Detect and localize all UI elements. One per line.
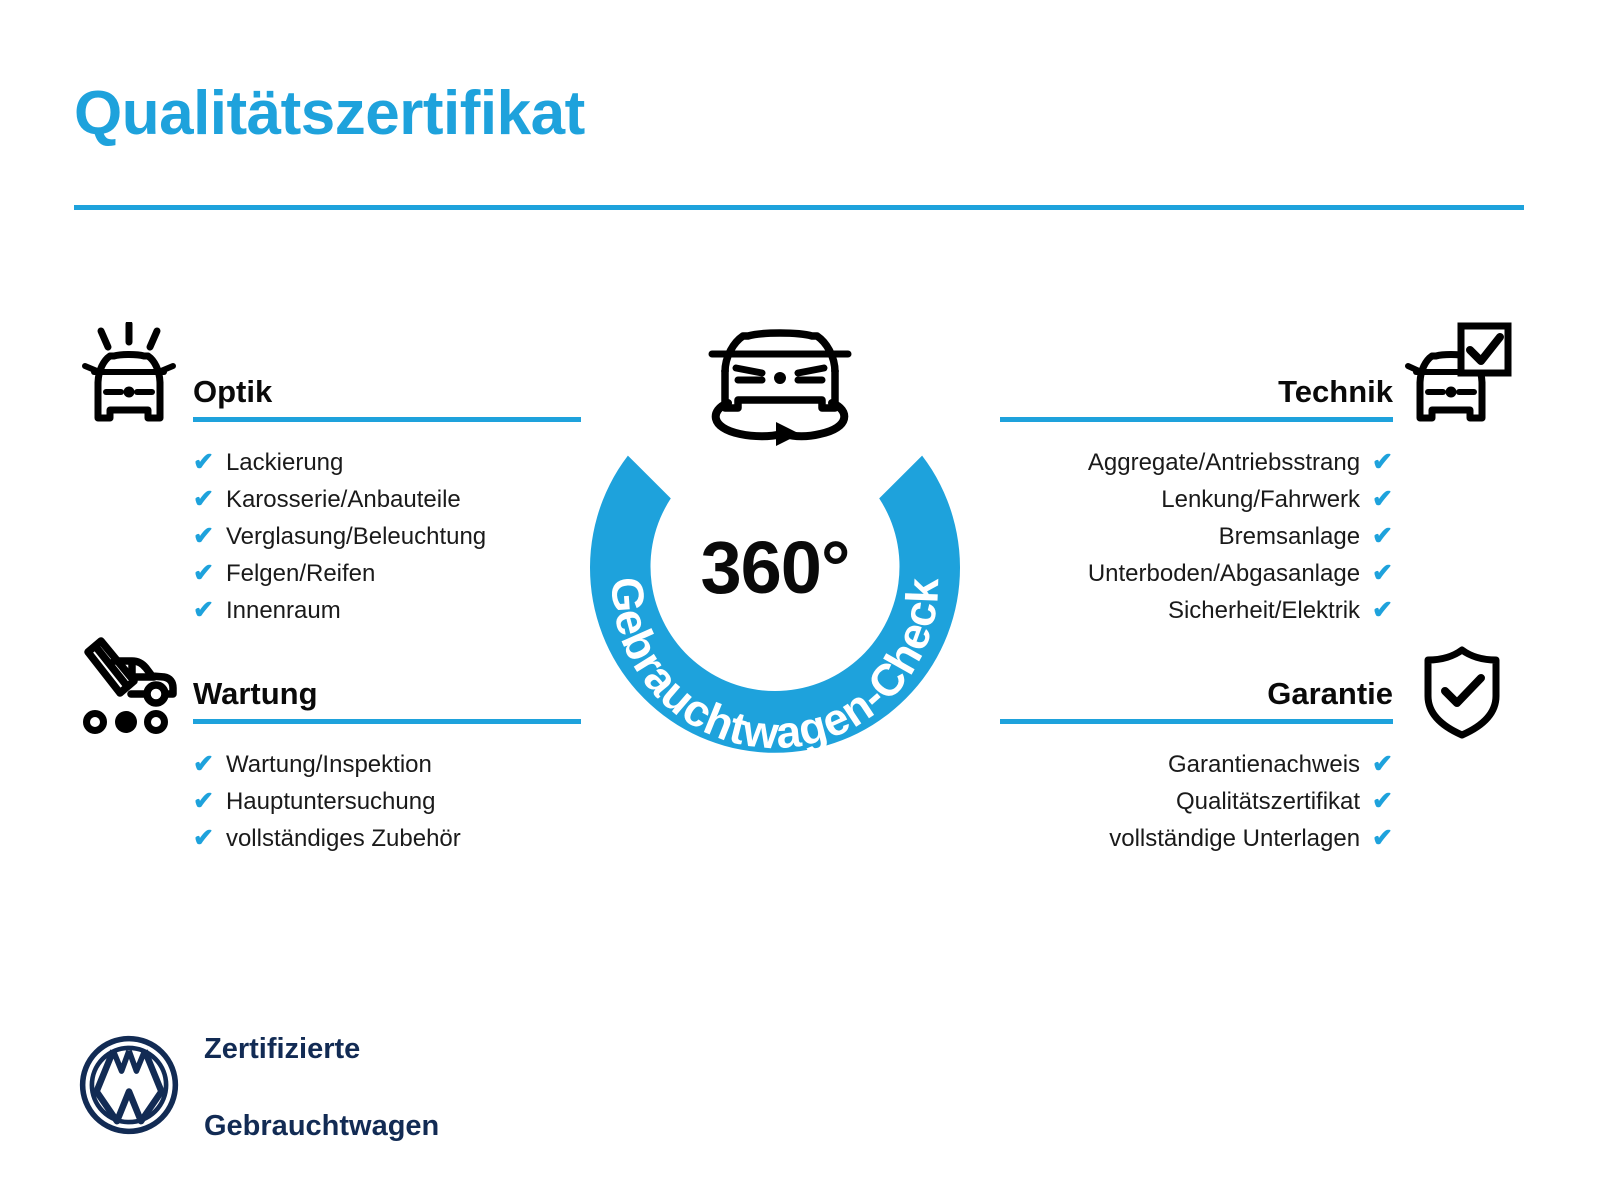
pencil-car-service-icon <box>74 636 184 736</box>
section-technik-title: Technik <box>1278 374 1393 409</box>
title-divider <box>74 205 1524 210</box>
section-optik: Optik ✔ Lackierung ✔ Karosserie/Anbautei… <box>193 360 581 629</box>
list-item-label: vollständiges Zubehör <box>225 825 461 852</box>
list-item-label: Felgen/Reifen <box>225 560 376 587</box>
section-wartung-underline <box>193 719 581 724</box>
section-garantie-underline <box>1000 719 1393 724</box>
list-item: ✔ Lackierung <box>193 444 581 481</box>
section-garantie-list: Garantienachweis ✔ Qualitätszertifikat ✔… <box>1000 746 1393 857</box>
section-technik-header: Technik <box>1000 360 1393 422</box>
check-icon: ✔ <box>1372 559 1393 587</box>
list-item: Aggregate/Antriebsstrang ✔ <box>1000 444 1393 481</box>
list-item-label: Innenraum <box>225 597 341 624</box>
section-garantie-header: Garantie <box>1000 662 1393 724</box>
list-item: ✔ Verglasung/Beleuchtung <box>193 518 581 555</box>
list-item-label: Sicherheit/Elektrik <box>1167 597 1361 624</box>
list-item: vollständige Unterlagen ✔ <box>1000 820 1393 857</box>
badge-center-value: 360° <box>700 526 850 609</box>
check-icon: ✔ <box>1372 787 1393 815</box>
list-item-label: Verglasung/Beleuchtung <box>225 523 487 550</box>
section-wartung: Wartung ✔ Wartung/Inspektion ✔ Hauptunte… <box>193 662 581 857</box>
check-icon: ✔ <box>193 559 214 587</box>
section-garantie: Garantie Garantienachweis ✔ Qualitätszer… <box>1000 662 1393 857</box>
car-front-headlights-icon <box>74 320 184 427</box>
list-item-label: Lackierung <box>225 449 344 476</box>
list-item-label: Aggregate/Antriebsstrang <box>1087 449 1361 476</box>
list-item: ✔ Wartung/Inspektion <box>193 746 581 783</box>
car-front-checkbox-icon <box>1404 322 1514 427</box>
list-item: Bremsanlage ✔ <box>1000 518 1393 555</box>
list-item-label: Wartung/Inspektion <box>225 751 432 778</box>
list-item: Qualitätszertifikat ✔ <box>1000 783 1393 820</box>
list-item-label: Karosserie/Anbauteile <box>225 486 461 513</box>
check-icon: ✔ <box>1372 448 1393 476</box>
list-item: Lenkung/Fahrwerk ✔ <box>1000 481 1393 518</box>
section-optik-title: Optik <box>193 374 273 409</box>
footer-brand-line1: Zertifizierte <box>204 1033 361 1066</box>
check-icon: ✔ <box>1372 485 1393 513</box>
check-icon: ✔ <box>193 596 214 624</box>
list-item: ✔ Hauptuntersuchung <box>193 783 581 820</box>
check-icon: ✔ <box>193 787 214 815</box>
section-optik-list: ✔ Lackierung ✔ Karosserie/Anbauteile ✔ V… <box>193 444 581 629</box>
volkswagen-logo <box>78 1034 180 1141</box>
list-item: Sicherheit/Elektrik ✔ <box>1000 592 1393 629</box>
section-technik-underline <box>1000 417 1393 422</box>
list-item: ✔ Felgen/Reifen <box>193 555 581 592</box>
list-item-label: Qualitätszertifikat <box>1175 788 1361 815</box>
check-icon: ✔ <box>193 522 214 550</box>
list-item-label: Hauptuntersuchung <box>225 788 436 815</box>
section-wartung-list: ✔ Wartung/Inspektion ✔ Hauptuntersuchung… <box>193 746 581 857</box>
list-item-label: Lenkung/Fahrwerk <box>1161 486 1361 513</box>
list-item-label: Garantienachweis <box>1167 751 1361 778</box>
list-item: Garantienachweis ✔ <box>1000 746 1393 783</box>
check-icon: ✔ <box>193 485 214 513</box>
section-garantie-title: Garantie <box>1267 676 1393 711</box>
section-technik-list: Aggregate/Antriebsstrang ✔ Lenkung/Fahrw… <box>1000 444 1393 629</box>
check-icon: ✔ <box>193 750 214 778</box>
section-optik-underline <box>193 417 581 422</box>
check-icon: ✔ <box>193 448 214 476</box>
360-check-badge: Gebrauchtwagen-Check 360° <box>565 375 985 795</box>
car-rotation-360-icon <box>690 310 870 450</box>
footer-brand-line2: Gebrauchtwagen <box>204 1109 440 1142</box>
check-icon: ✔ <box>1372 596 1393 624</box>
list-item: Unterboden/Abgasanlage ✔ <box>1000 555 1393 592</box>
list-item-label: vollständige Unterlagen <box>1109 825 1361 852</box>
check-icon: ✔ <box>1372 824 1393 852</box>
list-item-label: Unterboden/Abgasanlage <box>1087 560 1361 587</box>
list-item: ✔ vollständiges Zubehör <box>193 820 581 857</box>
shield-check-icon <box>1412 640 1512 740</box>
section-technik: Technik Aggregate/Antriebsstrang ✔ Lenku… <box>1000 360 1393 629</box>
list-item-label: Bremsanlage <box>1218 523 1361 550</box>
section-wartung-title: Wartung <box>193 676 318 711</box>
check-icon: ✔ <box>1372 522 1393 550</box>
section-wartung-header: Wartung <box>193 662 581 724</box>
section-optik-header: Optik <box>193 360 581 422</box>
footer-brand: Zertifizierte Gebrauchtwagen <box>78 992 439 1183</box>
check-icon: ✔ <box>193 824 214 852</box>
list-item: ✔ Karosserie/Anbauteile <box>193 481 581 518</box>
check-icon: ✔ <box>1372 750 1393 778</box>
list-item: ✔ Innenraum <box>193 592 581 629</box>
page-title: Qualitätszertifikat <box>74 79 585 148</box>
footer-brand-text: Zertifizierte Gebrauchtwagen <box>204 992 439 1183</box>
